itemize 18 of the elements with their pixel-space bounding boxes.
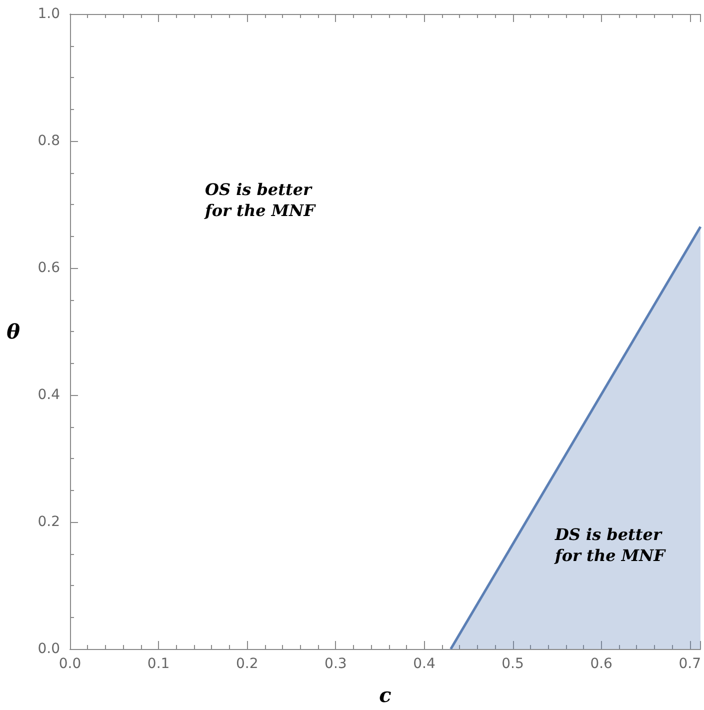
x-axis-title: c — [379, 683, 392, 707]
x-tick-label: 0.1 — [147, 656, 170, 672]
x-tick-label: 0.0 — [58, 656, 82, 672]
x-tick-label: 0.6 — [590, 656, 613, 672]
y-tick-label: 0.4 — [38, 387, 60, 403]
y-tick-label: 0.6 — [38, 260, 60, 276]
y-tick-label: 1.0 — [38, 6, 60, 22]
y-tick-label: 0.8 — [38, 133, 60, 149]
annotation: OS is better for the MNF — [204, 180, 317, 220]
y-tick-label: 0.2 — [38, 514, 60, 530]
x-tick-label: 0.7 — [678, 656, 701, 672]
y-axis-title: θ — [6, 320, 21, 344]
x-tick-label: 0.5 — [502, 656, 524, 672]
y-tick-label: 0.0 — [38, 641, 60, 657]
x-tick-label: 0.2 — [236, 656, 258, 672]
x-tick-label: 0.4 — [413, 656, 436, 672]
x-tick-label: 0.3 — [324, 656, 347, 672]
annotation: DS is better for the MNF — [554, 525, 667, 565]
